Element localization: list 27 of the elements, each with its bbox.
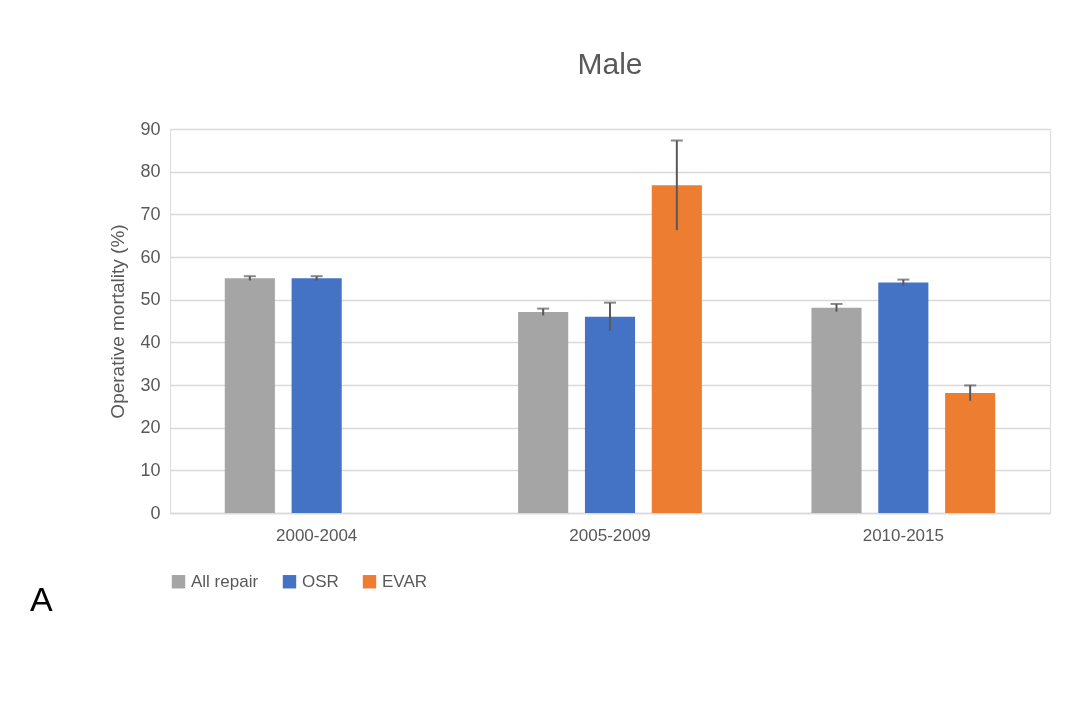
y-tick-label: 50 [140,289,161,310]
text: A [30,580,53,618]
y-tick-label: 40 [140,331,161,352]
y-tick-label: 60 [140,246,161,267]
bar [878,282,929,513]
bar [291,278,342,513]
bar [584,316,636,513]
chart-title: Male [577,47,643,80]
y-tick-label: 10 [140,459,161,480]
y-tick-label: 90 [140,118,161,139]
y-tick-label: 20 [140,417,161,438]
y-tick-label: 30 [140,374,161,395]
x-tick-label: 2010-2015 [862,525,944,545]
bar [224,278,275,513]
bar [651,185,702,513]
bar [518,312,569,513]
x-tick-label: 2000-2004 [276,525,358,545]
legend-label: OSR [302,571,339,591]
y-tick-label: 80 [140,161,161,182]
x-tick-label: 2005-2009 [569,525,651,545]
y-tick-label: 70 [140,203,161,224]
bar [811,307,862,513]
y-tick-label: 0 [150,502,161,523]
y-axis-title: Operative mortality (%) [107,224,129,419]
legend-label: All repair [191,571,259,591]
bar [945,393,996,513]
legend-label: EVAR [382,571,428,591]
